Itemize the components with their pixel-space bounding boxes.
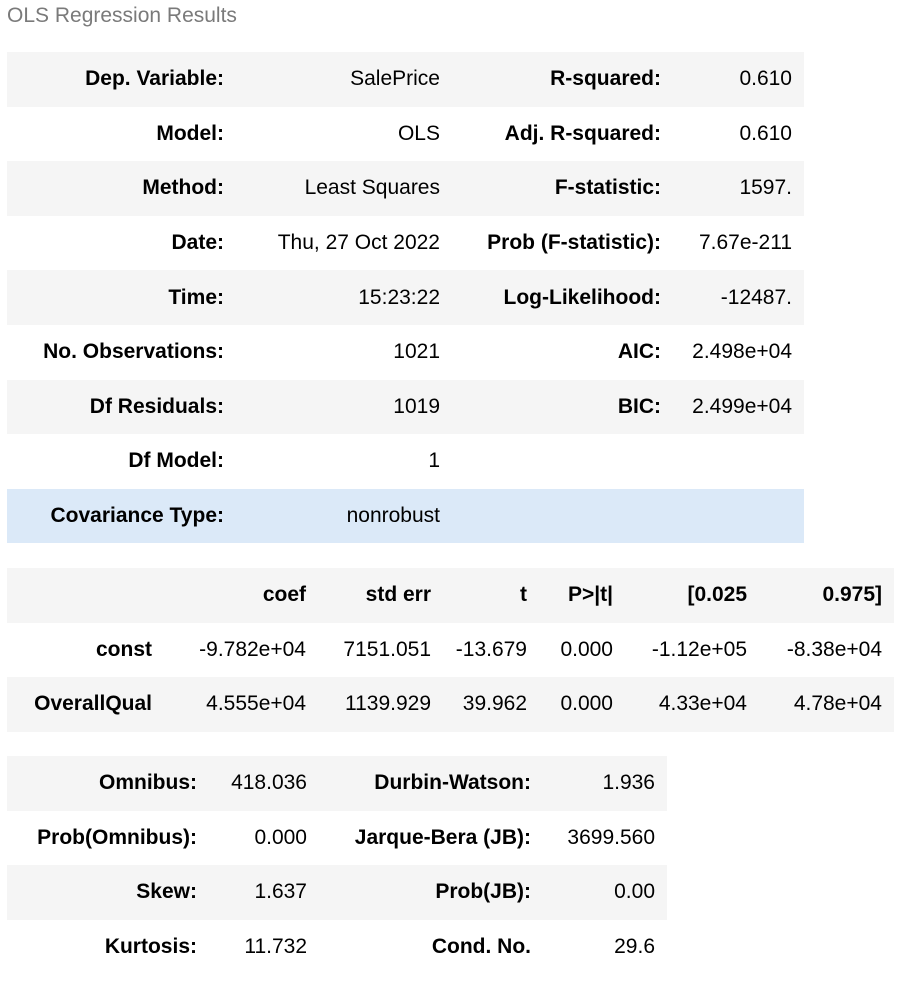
column-header: t [520, 583, 527, 607]
summary-label: Prob (F-statistic): [487, 231, 661, 255]
summary-label: Adj. R-squared: [504, 121, 661, 145]
summary-label: Method: [142, 176, 224, 200]
summary-row-df-model: Df Model: 1 [7, 434, 804, 489]
coefficient-name: OverallQual [34, 692, 152, 716]
summary-value: 0.610 [739, 67, 792, 91]
results-caption: OLS Regression Results [7, 4, 237, 27]
t-value: 39.962 [462, 692, 527, 716]
diagnostics-row-skew: Skew: 1.637 Prob(JB): 0.00 [7, 865, 667, 920]
column-header: std err [365, 583, 431, 607]
column-header: coef [262, 583, 306, 607]
summary-label: F-statistic: [554, 176, 661, 200]
diagnostics-row-omnibus: Omnibus: 418.036 Durbin-Watson: 1.936 [7, 756, 667, 811]
diagnostic-value: 0.00 [614, 880, 655, 904]
summary-value: 1019 [393, 394, 440, 418]
diagnostic-label: Omnibus: [99, 771, 197, 795]
diagnostic-label: Skew: [136, 880, 197, 904]
summary-row-date: Date: Thu, 27 Oct 2022 Prob (F-statistic… [7, 215, 804, 271]
diagnostics-table: Omnibus: 418.036 Durbin-Watson: 1.936 Pr… [7, 756, 667, 975]
diagnostic-value: 11.732 [244, 935, 307, 959]
coefficient-name: const [95, 637, 152, 661]
summary-value: Thu, 27 Oct 2022 [277, 231, 440, 255]
std-err-value: 1139.929 [344, 692, 431, 716]
summary-value: OLS [397, 121, 440, 145]
summary-row-model: Model: OLS Adj. R-squared: 0.610 [7, 106, 804, 162]
column-header: P>|t| [567, 583, 613, 607]
summary-label: Dep. Variable: [85, 67, 224, 91]
column-header: 0.975] [822, 583, 882, 607]
diagnostics-row-prob-omnibus: Prob(Omnibus): 0.000 Jarque-Bera (JB): 3… [7, 810, 667, 866]
coefficient-row-overallqual: OverallQual 4.555e+04 1139.929 39.962 0.… [7, 677, 894, 732]
summary-value: SalePrice [350, 67, 440, 91]
summary-label [452, 434, 673, 489]
ci-high-value: 4.78e+04 [793, 692, 882, 716]
column-header [7, 568, 164, 623]
diagnostic-label: Jarque-Bera (JB): [354, 825, 531, 849]
summary-value: 1 [428, 449, 440, 473]
diagnostic-label: Prob(Omnibus): [37, 825, 197, 849]
p-value: 0.000 [560, 692, 613, 716]
summary-value: 2.499e+04 [692, 394, 792, 418]
diagnostic-value: 29.6 [614, 935, 655, 959]
summary-row-covariance-type: Covariance Type: nonrobust [7, 488, 804, 544]
ci-high-value: -8.38e+04 [786, 637, 882, 661]
coefficient-row-const: const -9.782e+04 7151.051 -13.679 0.000 … [7, 622, 894, 678]
summary-label: Date: [171, 231, 224, 255]
summary-label: Time: [168, 285, 224, 309]
coefficients-header-row: coef std err t P>|t| [0.025 0.975] [7, 568, 894, 623]
summary-row-method: Method: Least Squares F-statistic: 1597. [7, 161, 804, 216]
summary-label: Df Residuals: [89, 394, 224, 418]
summary-value [673, 489, 804, 544]
summary-row-observations: No. Observations: 1021 AIC: 2.498e+04 [7, 324, 804, 380]
column-header: [0.025 [687, 583, 747, 607]
diagnostic-label: Kurtosis: [104, 935, 197, 959]
model-summary-table: Dep. Variable: SalePrice R-squared: 0.61… [7, 52, 804, 544]
summary-label: Log-Likelihood: [503, 285, 661, 309]
summary-row-df-residuals: Df Residuals: 1019 BIC: 2.499e+04 [7, 379, 804, 435]
std-err-value: 7151.051 [343, 637, 431, 661]
diagnostic-value: 0.000 [254, 825, 307, 849]
summary-label: AIC: [617, 340, 661, 364]
diagnostic-value: 1.936 [602, 771, 655, 795]
diagnostic-label: Durbin-Watson: [374, 771, 531, 795]
summary-label: Df Model: [128, 449, 224, 473]
summary-label: Covariance Type: [50, 504, 224, 528]
summary-value: 15:23:22 [358, 285, 440, 309]
summary-value: 1021 [393, 340, 440, 364]
summary-label: BIC: [617, 394, 661, 418]
coefficients-table: coef std err t P>|t| [0.025 0.975] const… [7, 568, 894, 732]
diagnostic-value: 418.036 [231, 771, 307, 795]
summary-value: 0.610 [739, 121, 792, 145]
summary-value [673, 434, 804, 489]
ci-low-value: -1.12e+05 [651, 637, 747, 661]
diagnostic-label: Prob(JB): [435, 880, 531, 904]
summary-label: R-squared: [550, 67, 661, 91]
summary-value: Least Squares [304, 176, 440, 200]
t-value: -13.679 [455, 637, 527, 661]
ci-low-value: 4.33e+04 [658, 692, 747, 716]
summary-label: Model: [156, 121, 224, 145]
diagnostic-label: Cond. No. [431, 935, 531, 959]
diagnostics-row-kurtosis: Kurtosis: 11.732 Cond. No. 29.6 [7, 919, 667, 975]
summary-value: 2.498e+04 [692, 340, 792, 364]
coef-value: 4.555e+04 [206, 692, 306, 716]
summary-value: 1597. [739, 176, 792, 200]
coef-value: -9.782e+04 [199, 637, 306, 661]
summary-value: nonrobust [346, 504, 440, 528]
diagnostic-value: 1.637 [254, 880, 307, 904]
diagnostic-value: 3699.560 [567, 825, 655, 849]
summary-value: 7.67e-211 [698, 231, 792, 255]
summary-value: -12487. [720, 285, 792, 309]
p-value: 0.000 [560, 637, 613, 661]
summary-row-dep-variable: Dep. Variable: SalePrice R-squared: 0.61… [7, 52, 804, 107]
summary-label: No. Observations: [43, 340, 224, 364]
summary-row-time: Time: 15:23:22 Log-Likelihood: -12487. [7, 270, 804, 325]
summary-label [452, 489, 673, 544]
